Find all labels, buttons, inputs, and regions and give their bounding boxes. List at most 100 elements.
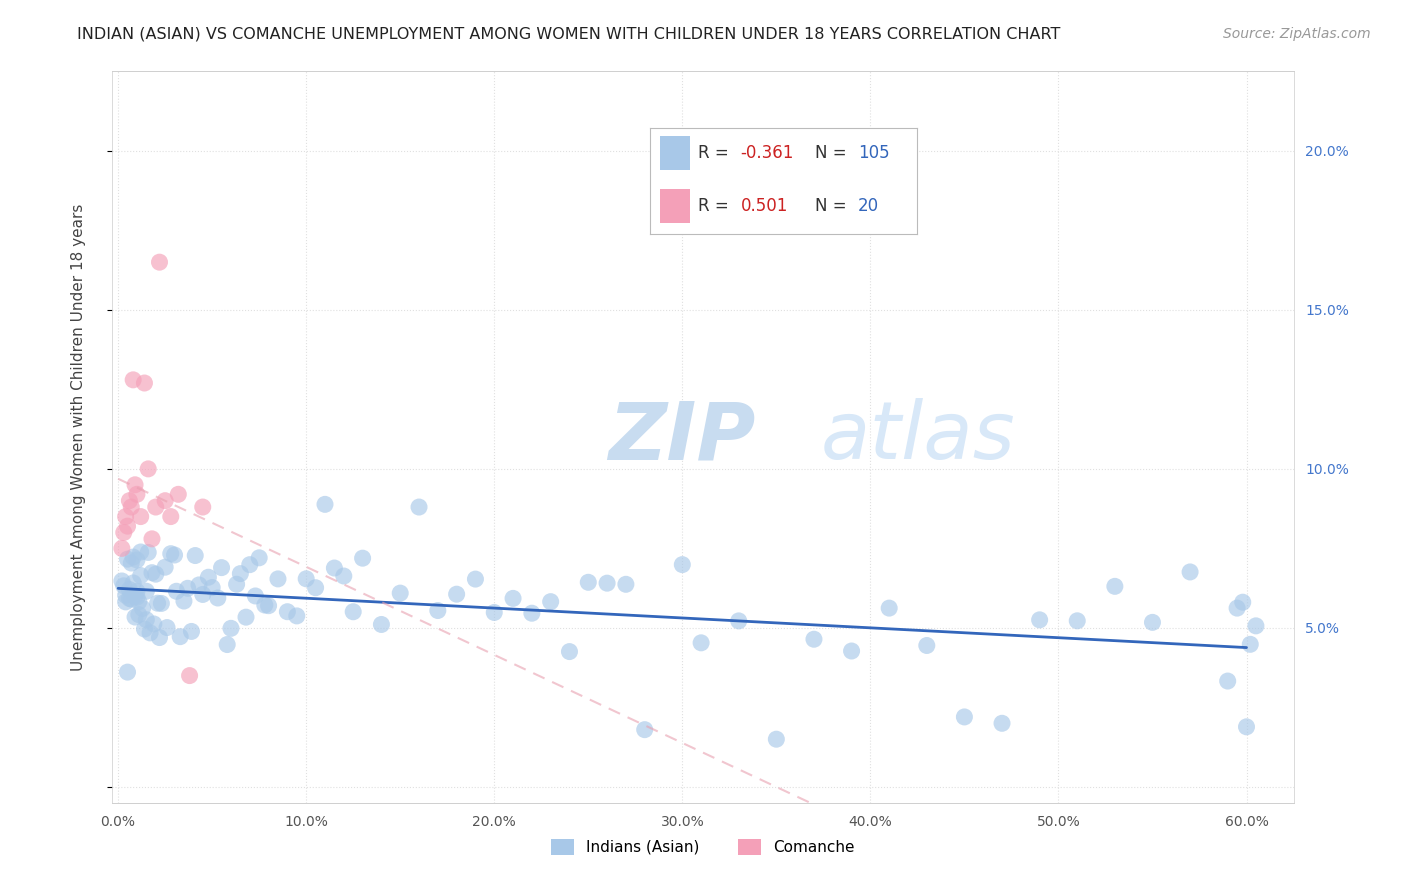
Point xyxy=(141,532,163,546)
Point xyxy=(245,589,267,603)
Point xyxy=(596,576,619,591)
Point xyxy=(1232,595,1254,609)
Text: 20: 20 xyxy=(858,197,879,216)
Point xyxy=(179,668,201,682)
Point xyxy=(165,584,187,599)
Point xyxy=(129,509,152,524)
Point xyxy=(877,601,900,615)
Point xyxy=(727,614,749,628)
Point xyxy=(124,589,146,603)
Point xyxy=(124,610,146,624)
Point xyxy=(426,603,449,617)
Point xyxy=(558,644,581,658)
Point xyxy=(142,617,165,632)
Text: 0.501: 0.501 xyxy=(741,197,787,216)
Point xyxy=(117,665,139,679)
Point xyxy=(614,577,637,591)
Point xyxy=(253,598,276,612)
Text: N =: N = xyxy=(815,145,852,162)
Point xyxy=(841,644,863,658)
Point xyxy=(285,608,308,623)
Point xyxy=(953,710,976,724)
Point xyxy=(120,556,142,570)
Point xyxy=(1142,615,1164,630)
Point xyxy=(125,487,148,501)
Point xyxy=(229,566,252,581)
Point xyxy=(211,560,233,574)
Point xyxy=(323,561,346,575)
Bar xyxy=(661,189,690,224)
Point xyxy=(295,572,318,586)
Point xyxy=(125,590,148,604)
Point xyxy=(342,605,364,619)
Point xyxy=(1226,601,1249,615)
Point xyxy=(159,509,181,524)
Text: atlas: atlas xyxy=(821,398,1017,476)
Point xyxy=(159,547,181,561)
Point xyxy=(145,567,167,582)
Point xyxy=(446,587,468,601)
Point xyxy=(180,624,202,639)
Point xyxy=(129,568,152,582)
Point xyxy=(173,594,195,608)
Point xyxy=(124,477,146,491)
Point xyxy=(370,617,392,632)
Point xyxy=(576,575,599,590)
Point xyxy=(520,606,543,620)
Point xyxy=(118,582,141,597)
Text: ZIP: ZIP xyxy=(609,398,756,476)
Point xyxy=(114,588,136,602)
Point xyxy=(112,579,135,593)
Bar xyxy=(661,136,690,170)
Point xyxy=(389,586,412,600)
Point xyxy=(239,558,262,572)
Point xyxy=(139,626,162,640)
Point xyxy=(1236,720,1258,734)
Point xyxy=(136,462,159,476)
Point xyxy=(146,596,169,610)
Point xyxy=(197,570,219,584)
Point xyxy=(117,519,139,533)
Point xyxy=(225,577,247,591)
Point xyxy=(408,500,430,514)
Point xyxy=(122,576,145,591)
Point xyxy=(484,606,506,620)
Point xyxy=(131,601,153,615)
Point xyxy=(153,493,176,508)
Point xyxy=(352,551,374,566)
Point xyxy=(765,732,787,747)
Point xyxy=(540,594,562,608)
Point xyxy=(247,550,270,565)
Point xyxy=(267,572,290,586)
Point xyxy=(117,552,139,566)
Text: -0.361: -0.361 xyxy=(741,145,794,162)
Text: 105: 105 xyxy=(858,145,890,162)
Point xyxy=(235,610,257,624)
Point xyxy=(112,525,135,540)
Point xyxy=(145,500,167,514)
Point xyxy=(257,599,280,613)
Point xyxy=(1239,637,1261,651)
Point xyxy=(188,578,211,592)
Point xyxy=(207,591,229,605)
Point xyxy=(169,630,191,644)
Point xyxy=(148,631,170,645)
Point xyxy=(128,607,150,622)
Point xyxy=(136,545,159,559)
Point xyxy=(1028,613,1050,627)
Point xyxy=(177,582,200,596)
Point xyxy=(191,500,214,514)
Point xyxy=(314,497,336,511)
Legend: Indians (Asian), Comanche: Indians (Asian), Comanche xyxy=(546,833,860,861)
Point xyxy=(135,613,157,627)
Point xyxy=(167,487,190,501)
Point xyxy=(122,373,145,387)
Text: INDIAN (ASIAN) VS COMANCHE UNEMPLOYMENT AMONG WOMEN WITH CHILDREN UNDER 18 YEARS: INDIAN (ASIAN) VS COMANCHE UNEMPLOYMENT … xyxy=(77,27,1060,42)
Point xyxy=(120,500,142,514)
Point xyxy=(1216,674,1239,689)
Point xyxy=(184,549,207,563)
Point xyxy=(134,622,156,636)
Point xyxy=(333,569,356,583)
Y-axis label: Unemployment Among Women with Children Under 18 years: Unemployment Among Women with Children U… xyxy=(72,203,86,671)
Text: R =: R = xyxy=(697,197,740,216)
